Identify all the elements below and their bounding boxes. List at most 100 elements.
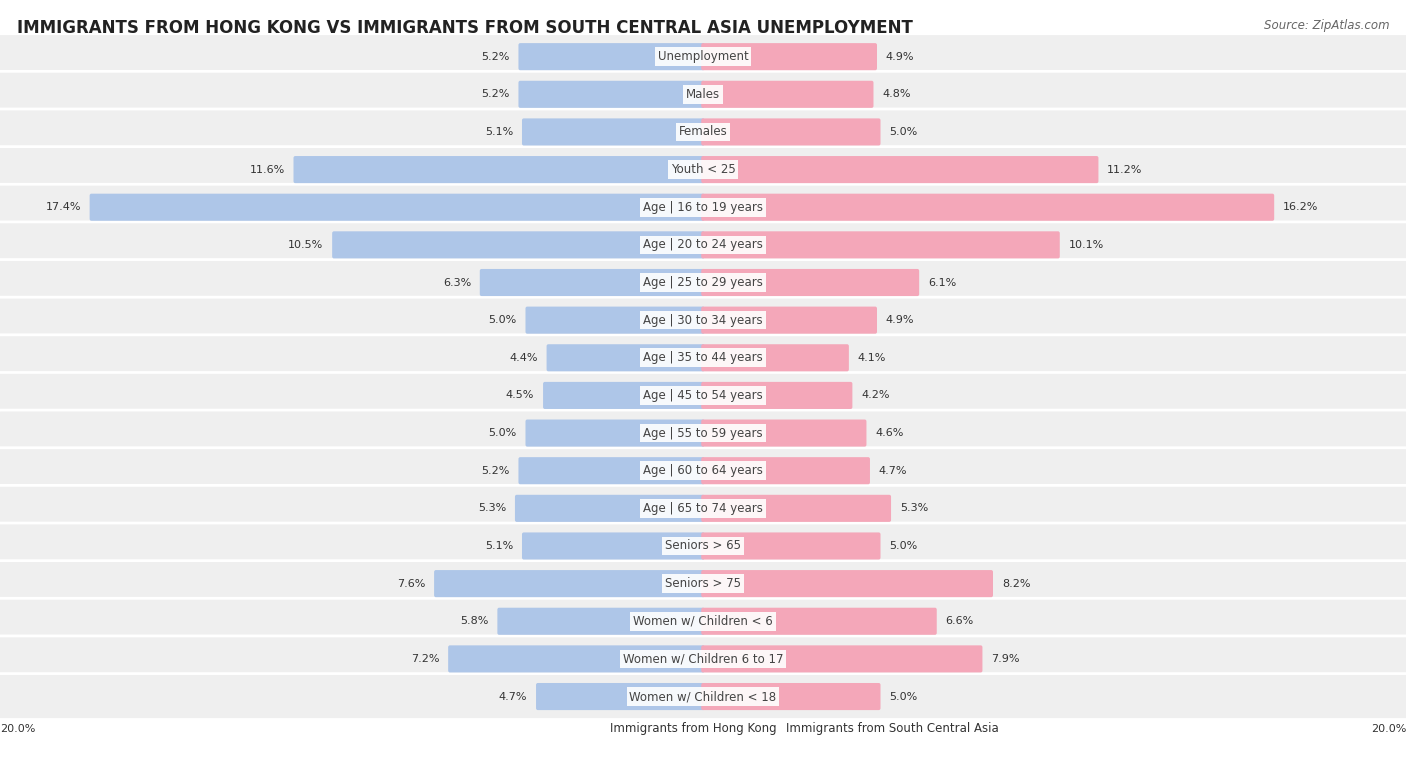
FancyBboxPatch shape	[702, 419, 866, 447]
Text: Seniors > 75: Seniors > 75	[665, 577, 741, 590]
Text: 10.1%: 10.1%	[1069, 240, 1104, 250]
Text: Age | 45 to 54 years: Age | 45 to 54 years	[643, 389, 763, 402]
FancyBboxPatch shape	[498, 608, 704, 635]
Text: 20.0%: 20.0%	[0, 724, 35, 734]
FancyBboxPatch shape	[0, 447, 1406, 494]
Text: Seniors > 65: Seniors > 65	[665, 540, 741, 553]
FancyBboxPatch shape	[519, 457, 704, 484]
Text: 7.9%: 7.9%	[991, 654, 1019, 664]
FancyBboxPatch shape	[702, 382, 852, 409]
FancyBboxPatch shape	[702, 646, 983, 672]
FancyBboxPatch shape	[0, 674, 1406, 719]
Text: 4.1%: 4.1%	[858, 353, 886, 363]
Text: 5.3%: 5.3%	[478, 503, 506, 513]
FancyBboxPatch shape	[449, 646, 704, 672]
Text: Age | 30 to 34 years: Age | 30 to 34 years	[643, 313, 763, 327]
FancyBboxPatch shape	[434, 570, 704, 597]
Text: Males: Males	[686, 88, 720, 101]
Text: 4.6%: 4.6%	[875, 428, 904, 438]
Text: 4.4%: 4.4%	[509, 353, 537, 363]
FancyBboxPatch shape	[0, 109, 1406, 155]
Text: Age | 25 to 29 years: Age | 25 to 29 years	[643, 276, 763, 289]
Text: Age | 55 to 59 years: Age | 55 to 59 years	[643, 426, 763, 440]
Text: 5.0%: 5.0%	[889, 692, 918, 702]
FancyBboxPatch shape	[702, 532, 880, 559]
FancyBboxPatch shape	[332, 232, 704, 258]
Text: Age | 16 to 19 years: Age | 16 to 19 years	[643, 201, 763, 213]
FancyBboxPatch shape	[0, 298, 1406, 343]
FancyBboxPatch shape	[547, 344, 704, 372]
Text: Age | 35 to 44 years: Age | 35 to 44 years	[643, 351, 763, 364]
Text: 5.2%: 5.2%	[481, 51, 510, 61]
FancyBboxPatch shape	[0, 523, 1406, 569]
Text: Source: ZipAtlas.com: Source: ZipAtlas.com	[1264, 19, 1389, 32]
Text: 17.4%: 17.4%	[45, 202, 82, 212]
FancyBboxPatch shape	[0, 335, 1406, 381]
Text: 5.3%: 5.3%	[900, 503, 928, 513]
Text: 5.1%: 5.1%	[485, 127, 513, 137]
Text: Immigrants from South Central Asia: Immigrants from South Central Asia	[786, 722, 998, 735]
Text: Youth < 25: Youth < 25	[671, 163, 735, 176]
Text: 4.9%: 4.9%	[886, 315, 914, 326]
FancyBboxPatch shape	[522, 118, 704, 145]
FancyBboxPatch shape	[702, 269, 920, 296]
Text: Immigrants from Hong Kong: Immigrants from Hong Kong	[610, 722, 776, 735]
FancyBboxPatch shape	[702, 307, 877, 334]
Text: Age | 65 to 74 years: Age | 65 to 74 years	[643, 502, 763, 515]
Text: 4.2%: 4.2%	[860, 391, 890, 400]
Text: Females: Females	[679, 126, 727, 139]
FancyBboxPatch shape	[519, 81, 704, 107]
FancyBboxPatch shape	[702, 43, 877, 70]
Text: 20.0%: 20.0%	[1371, 724, 1406, 734]
FancyBboxPatch shape	[0, 34, 1406, 79]
Text: 5.8%: 5.8%	[460, 616, 489, 626]
Text: IMMIGRANTS FROM HONG KONG VS IMMIGRANTS FROM SOUTH CENTRAL ASIA UNEMPLOYMENT: IMMIGRANTS FROM HONG KONG VS IMMIGRANTS …	[17, 19, 912, 37]
FancyBboxPatch shape	[0, 260, 1406, 306]
FancyBboxPatch shape	[543, 382, 704, 409]
Text: 5.2%: 5.2%	[481, 89, 510, 99]
FancyBboxPatch shape	[522, 532, 704, 559]
FancyBboxPatch shape	[702, 232, 1060, 258]
Text: 5.0%: 5.0%	[889, 541, 918, 551]
FancyBboxPatch shape	[702, 81, 873, 107]
FancyBboxPatch shape	[0, 636, 1406, 682]
Text: 6.1%: 6.1%	[928, 278, 956, 288]
Text: 5.0%: 5.0%	[488, 315, 517, 326]
FancyBboxPatch shape	[702, 194, 1274, 221]
Text: Women w/ Children < 18: Women w/ Children < 18	[630, 690, 776, 703]
Text: Age | 20 to 24 years: Age | 20 to 24 years	[643, 238, 763, 251]
FancyBboxPatch shape	[90, 194, 704, 221]
Text: 5.2%: 5.2%	[481, 466, 510, 475]
Text: 4.5%: 4.5%	[506, 391, 534, 400]
FancyBboxPatch shape	[0, 71, 1406, 117]
Text: 4.7%: 4.7%	[499, 692, 527, 702]
FancyBboxPatch shape	[0, 598, 1406, 644]
FancyBboxPatch shape	[578, 717, 606, 740]
Text: 16.2%: 16.2%	[1282, 202, 1319, 212]
FancyBboxPatch shape	[702, 495, 891, 522]
FancyBboxPatch shape	[536, 683, 704, 710]
Text: 6.3%: 6.3%	[443, 278, 471, 288]
FancyBboxPatch shape	[0, 561, 1406, 606]
Text: 4.7%: 4.7%	[879, 466, 907, 475]
FancyBboxPatch shape	[519, 43, 704, 70]
FancyBboxPatch shape	[526, 307, 704, 334]
FancyBboxPatch shape	[754, 717, 782, 740]
Text: 7.2%: 7.2%	[411, 654, 439, 664]
Text: 11.2%: 11.2%	[1108, 164, 1143, 175]
FancyBboxPatch shape	[0, 222, 1406, 268]
Text: 7.6%: 7.6%	[396, 578, 426, 589]
Text: 4.9%: 4.9%	[886, 51, 914, 61]
Text: 8.2%: 8.2%	[1001, 578, 1031, 589]
Text: 5.1%: 5.1%	[485, 541, 513, 551]
FancyBboxPatch shape	[0, 147, 1406, 192]
FancyBboxPatch shape	[702, 608, 936, 635]
Text: Women w/ Children 6 to 17: Women w/ Children 6 to 17	[623, 653, 783, 665]
FancyBboxPatch shape	[0, 372, 1406, 419]
FancyBboxPatch shape	[702, 344, 849, 372]
Text: 4.8%: 4.8%	[883, 89, 911, 99]
Text: 5.0%: 5.0%	[488, 428, 517, 438]
FancyBboxPatch shape	[702, 683, 880, 710]
FancyBboxPatch shape	[702, 457, 870, 484]
FancyBboxPatch shape	[702, 156, 1098, 183]
